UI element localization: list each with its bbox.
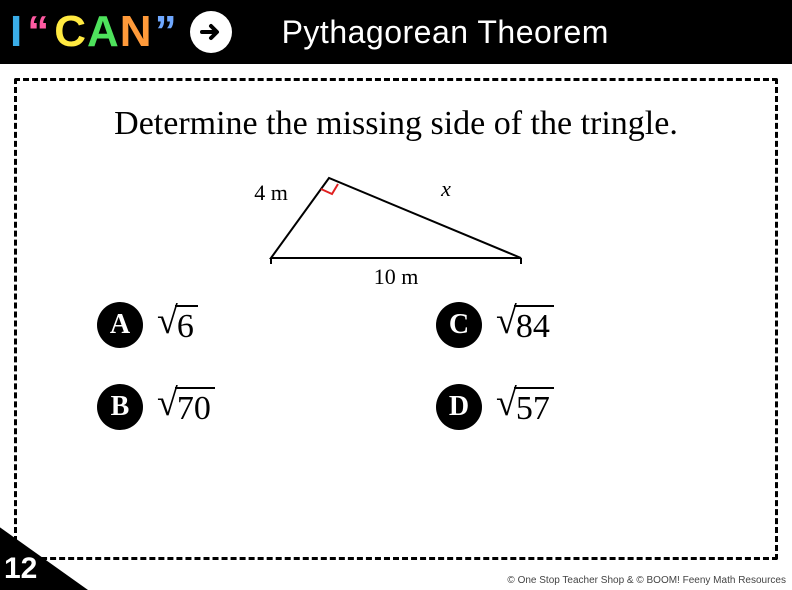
logo-letter-c: C [54, 7, 87, 57]
answers-grid: A √6 C √84 B √70 D √57 [47, 302, 745, 430]
answer-letter-c: C [436, 302, 482, 348]
base-label: 10 m [374, 264, 419, 288]
answer-value-d: √57 [496, 384, 554, 428]
logo-letter-n: N [120, 7, 153, 57]
logo-quote-close: ” [155, 7, 178, 57]
card-number: 12 [4, 552, 37, 586]
logo-letter-i: I [10, 7, 23, 57]
answer-letter-b: B [97, 384, 143, 430]
content-frame: Determine the missing side of the tringl… [14, 78, 778, 560]
answer-d[interactable]: D √57 [436, 384, 695, 430]
answer-a[interactable]: A √6 [97, 302, 356, 348]
triangle-diagram: 4 m x 10 m [47, 158, 745, 288]
answer-c[interactable]: C √84 [436, 302, 695, 348]
answer-value-a: √6 [157, 302, 198, 346]
answer-letter-d: D [436, 384, 482, 430]
ican-logo: I “ C A N ” [10, 7, 182, 57]
arrow-right-icon[interactable] [190, 11, 232, 53]
leg-label: 4 m [254, 180, 288, 205]
page-title: Pythagorean Theorem [282, 14, 609, 51]
answer-value-c: √84 [496, 302, 554, 346]
answer-value-b: √70 [157, 384, 215, 428]
question-text: Determine the missing side of the tringl… [47, 103, 745, 146]
hypotenuse-label: x [440, 176, 451, 201]
logo-quote-open: “ [27, 7, 50, 57]
answer-letter-a: A [97, 302, 143, 348]
copyright-text: © One Stop Teacher Shop & © BOOM! Feeny … [507, 575, 786, 586]
answer-b[interactable]: B √70 [97, 384, 356, 430]
logo-letter-a: A [87, 7, 120, 57]
header-bar: I “ C A N ” Pythagorean Theorem [0, 0, 792, 64]
